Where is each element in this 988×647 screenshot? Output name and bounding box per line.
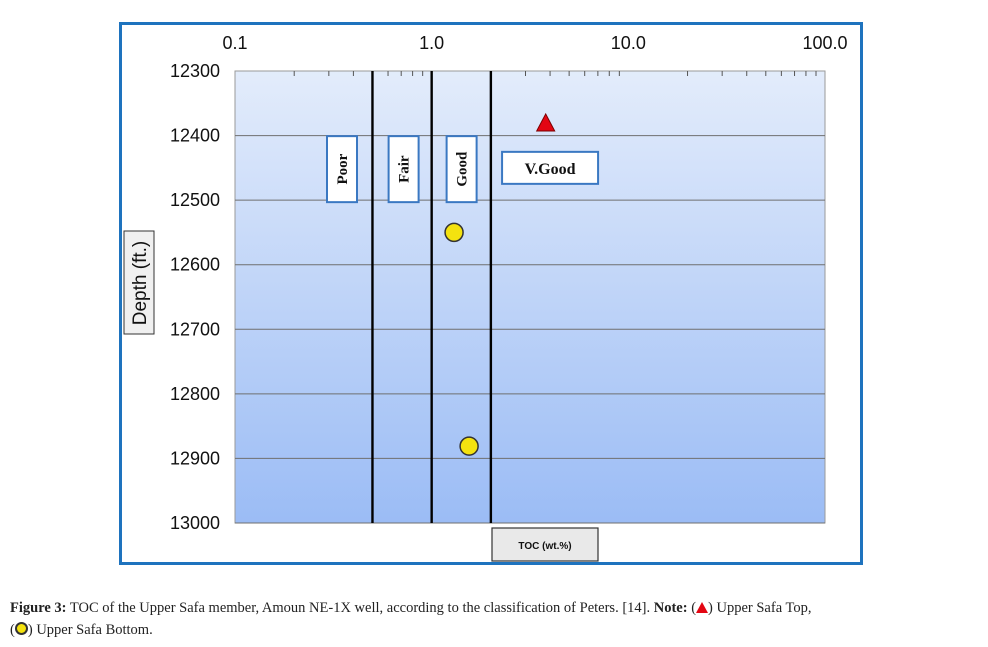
y-axis-title-box: Depth (ft.) (123, 230, 155, 335)
class-label-text: Fair (397, 155, 413, 183)
y-tick-label: 12500 (170, 190, 220, 210)
figure-frame: 0.1 1.0 10.0 100.0 12300 12400 12500 12600 1270… (119, 22, 863, 565)
y-tick-labels: 12300 12400 12500 12600 12700 12800 12900 13000 (170, 61, 220, 533)
class-label-text: Good (455, 151, 471, 187)
y-tick-label: 12900 (170, 448, 220, 468)
class-labels: Poor Fair Good V.Good (326, 135, 600, 204)
x-tick-label: 100.0 (802, 33, 847, 53)
data-point-triangle (535, 112, 556, 132)
x-tick-label: 0.1 (222, 33, 247, 53)
x-tick-label: 10.0 (611, 33, 646, 53)
caption-close-paren-2: ) (27, 622, 33, 638)
caption-note-label: Note: (653, 600, 688, 616)
minor-ticks (293, 71, 817, 76)
data-point-circle (459, 436, 479, 456)
caption-open-paren-2: ( (10, 622, 15, 638)
class-label-text: Poor (335, 153, 351, 184)
caption-legend-top: Upper Safa Top, (716, 600, 812, 616)
class-label-box (326, 135, 359, 204)
x-tick-label: 1.0 (419, 33, 444, 53)
x-axis-title: TOC (wt.%) (518, 541, 571, 552)
figure-caption: Figure 3: TOC of the Upper Safa member, … (10, 597, 980, 641)
caption-text: TOC of the Upper Safa member, Amoun NE-1… (69, 600, 651, 616)
y-tick-label: 12600 (170, 255, 220, 275)
circle-icon (14, 622, 28, 635)
class-label-box (501, 150, 600, 185)
triangle-icon (696, 602, 709, 613)
class-label-text: V.Good (525, 161, 576, 178)
caption-legend-bottom: Upper Safa Bottom. (36, 622, 153, 638)
class-label-box (445, 135, 478, 204)
data-point-circle (444, 222, 464, 243)
x-tick-labels: 0.1 1.0 10.0 100.0 (222, 33, 847, 53)
class-label-box (387, 135, 420, 204)
data-points (444, 112, 556, 456)
y-tick-label: 12400 (170, 126, 220, 146)
caption-close-paren-1: ) (708, 600, 713, 616)
x-axis-title-box: TOC (wt.%) (491, 527, 599, 562)
y-tick-label: 12300 (170, 61, 220, 81)
y-tick-label: 12700 (170, 319, 220, 339)
y-tick-label: 13000 (170, 513, 220, 533)
caption-open-paren-1: ( (691, 600, 697, 616)
class-boundaries (371, 71, 493, 523)
toc-depth-chart: 0.1 1.0 10.0 100.0 12300 12400 12500 12600 1270… (123, 33, 848, 562)
y-tick-label: 12800 (170, 384, 220, 404)
caption-label: Figure 3: (10, 600, 67, 616)
y-axis-title: Depth (ft.) (130, 241, 151, 325)
plot-area (234, 70, 826, 524)
